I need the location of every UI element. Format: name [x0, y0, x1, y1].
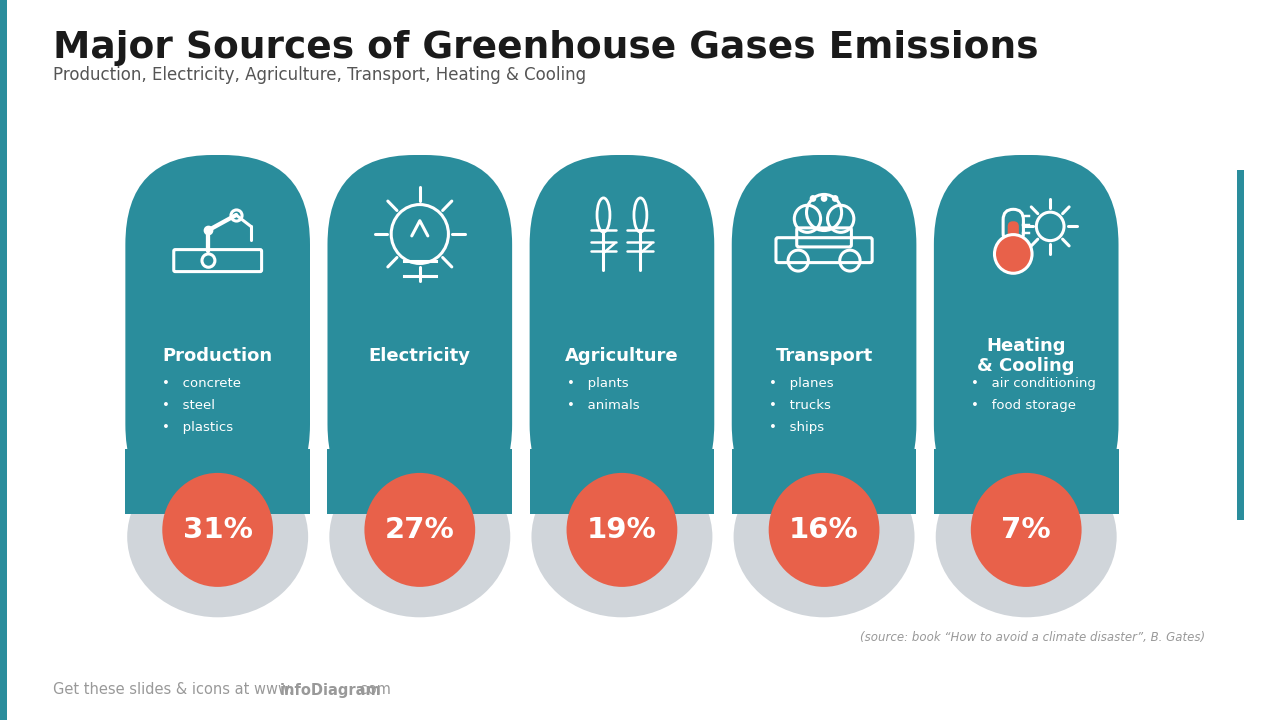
- Text: 19%: 19%: [588, 516, 657, 544]
- Circle shape: [365, 473, 475, 587]
- Circle shape: [820, 195, 827, 202]
- Circle shape: [832, 195, 838, 202]
- Text: •   steel: • steel: [163, 400, 215, 413]
- Text: Heating
& Cooling: Heating & Cooling: [978, 336, 1075, 375]
- Text: •   air conditioning: • air conditioning: [970, 377, 1096, 390]
- Text: •   concrete: • concrete: [163, 377, 242, 390]
- Text: •   food storage: • food storage: [970, 400, 1075, 413]
- Text: .com: .com: [356, 683, 392, 698]
- Text: Agriculture: Agriculture: [566, 347, 678, 365]
- Text: Major Sources of Greenhouse Gases Emissions: Major Sources of Greenhouse Gases Emissi…: [54, 30, 1039, 66]
- Ellipse shape: [531, 456, 713, 617]
- Ellipse shape: [936, 456, 1116, 617]
- Ellipse shape: [127, 456, 308, 617]
- FancyBboxPatch shape: [530, 155, 714, 514]
- Text: •   plastics: • plastics: [163, 421, 233, 434]
- Bar: [530, 449, 714, 514]
- Text: •   animals: • animals: [567, 400, 639, 413]
- Text: Get these slides & icons at www.: Get these slides & icons at www.: [54, 683, 294, 698]
- FancyBboxPatch shape: [125, 155, 310, 514]
- Text: •   plants: • plants: [567, 377, 628, 390]
- Circle shape: [970, 473, 1082, 587]
- FancyBboxPatch shape: [934, 155, 1119, 514]
- Text: infoDiagram: infoDiagram: [280, 683, 381, 698]
- Circle shape: [810, 195, 817, 202]
- Text: Production, Electricity, Agriculture, Transport, Heating & Cooling: Production, Electricity, Agriculture, Tr…: [54, 66, 586, 84]
- Text: 31%: 31%: [183, 516, 252, 544]
- Text: (source: book “How to avoid a climate disaster”, B. Gates): (source: book “How to avoid a climate di…: [860, 631, 1204, 644]
- Bar: [1236, 170, 1244, 520]
- Text: •   planes: • planes: [769, 377, 833, 390]
- Text: 7%: 7%: [1001, 516, 1051, 544]
- Text: •   ships: • ships: [769, 421, 824, 434]
- Text: Transport: Transport: [776, 347, 873, 365]
- Bar: [125, 449, 310, 514]
- Circle shape: [995, 235, 1032, 274]
- Ellipse shape: [733, 456, 914, 617]
- Circle shape: [163, 473, 273, 587]
- Bar: [0, 0, 6, 720]
- FancyBboxPatch shape: [1007, 221, 1019, 243]
- Circle shape: [567, 473, 677, 587]
- Circle shape: [769, 473, 879, 587]
- Bar: [328, 449, 512, 514]
- Text: Electricity: Electricity: [369, 347, 471, 365]
- Bar: [934, 449, 1119, 514]
- Text: •   trucks: • trucks: [769, 400, 831, 413]
- FancyBboxPatch shape: [732, 155, 916, 514]
- Bar: [732, 449, 916, 514]
- Text: Production: Production: [163, 347, 273, 365]
- Ellipse shape: [329, 456, 511, 617]
- FancyBboxPatch shape: [328, 155, 512, 514]
- Text: 16%: 16%: [790, 516, 859, 544]
- Text: 27%: 27%: [385, 516, 454, 544]
